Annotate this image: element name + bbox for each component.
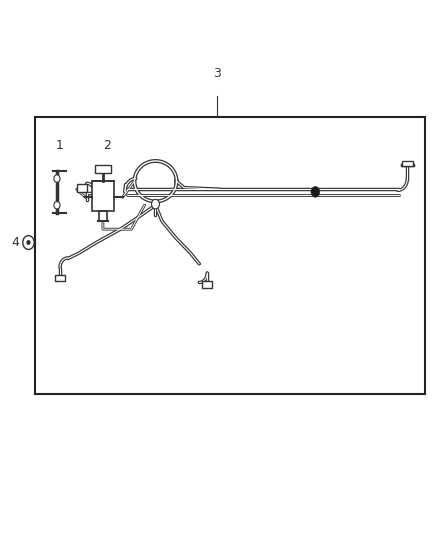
Bar (77, 184, 87, 192)
Bar (55, 275, 65, 281)
Circle shape (54, 201, 60, 209)
Circle shape (152, 200, 159, 208)
Bar (35, 117, 425, 394)
Text: 2: 2 (103, 139, 111, 152)
Circle shape (54, 175, 60, 182)
Text: 4: 4 (11, 236, 19, 249)
Circle shape (311, 187, 320, 197)
Bar (92, 181, 114, 211)
Bar (95, 165, 111, 173)
Circle shape (27, 240, 30, 245)
Bar (202, 281, 212, 288)
Bar (402, 161, 413, 166)
Text: 3: 3 (213, 67, 221, 80)
Circle shape (152, 199, 159, 209)
Text: 1: 1 (55, 139, 63, 152)
